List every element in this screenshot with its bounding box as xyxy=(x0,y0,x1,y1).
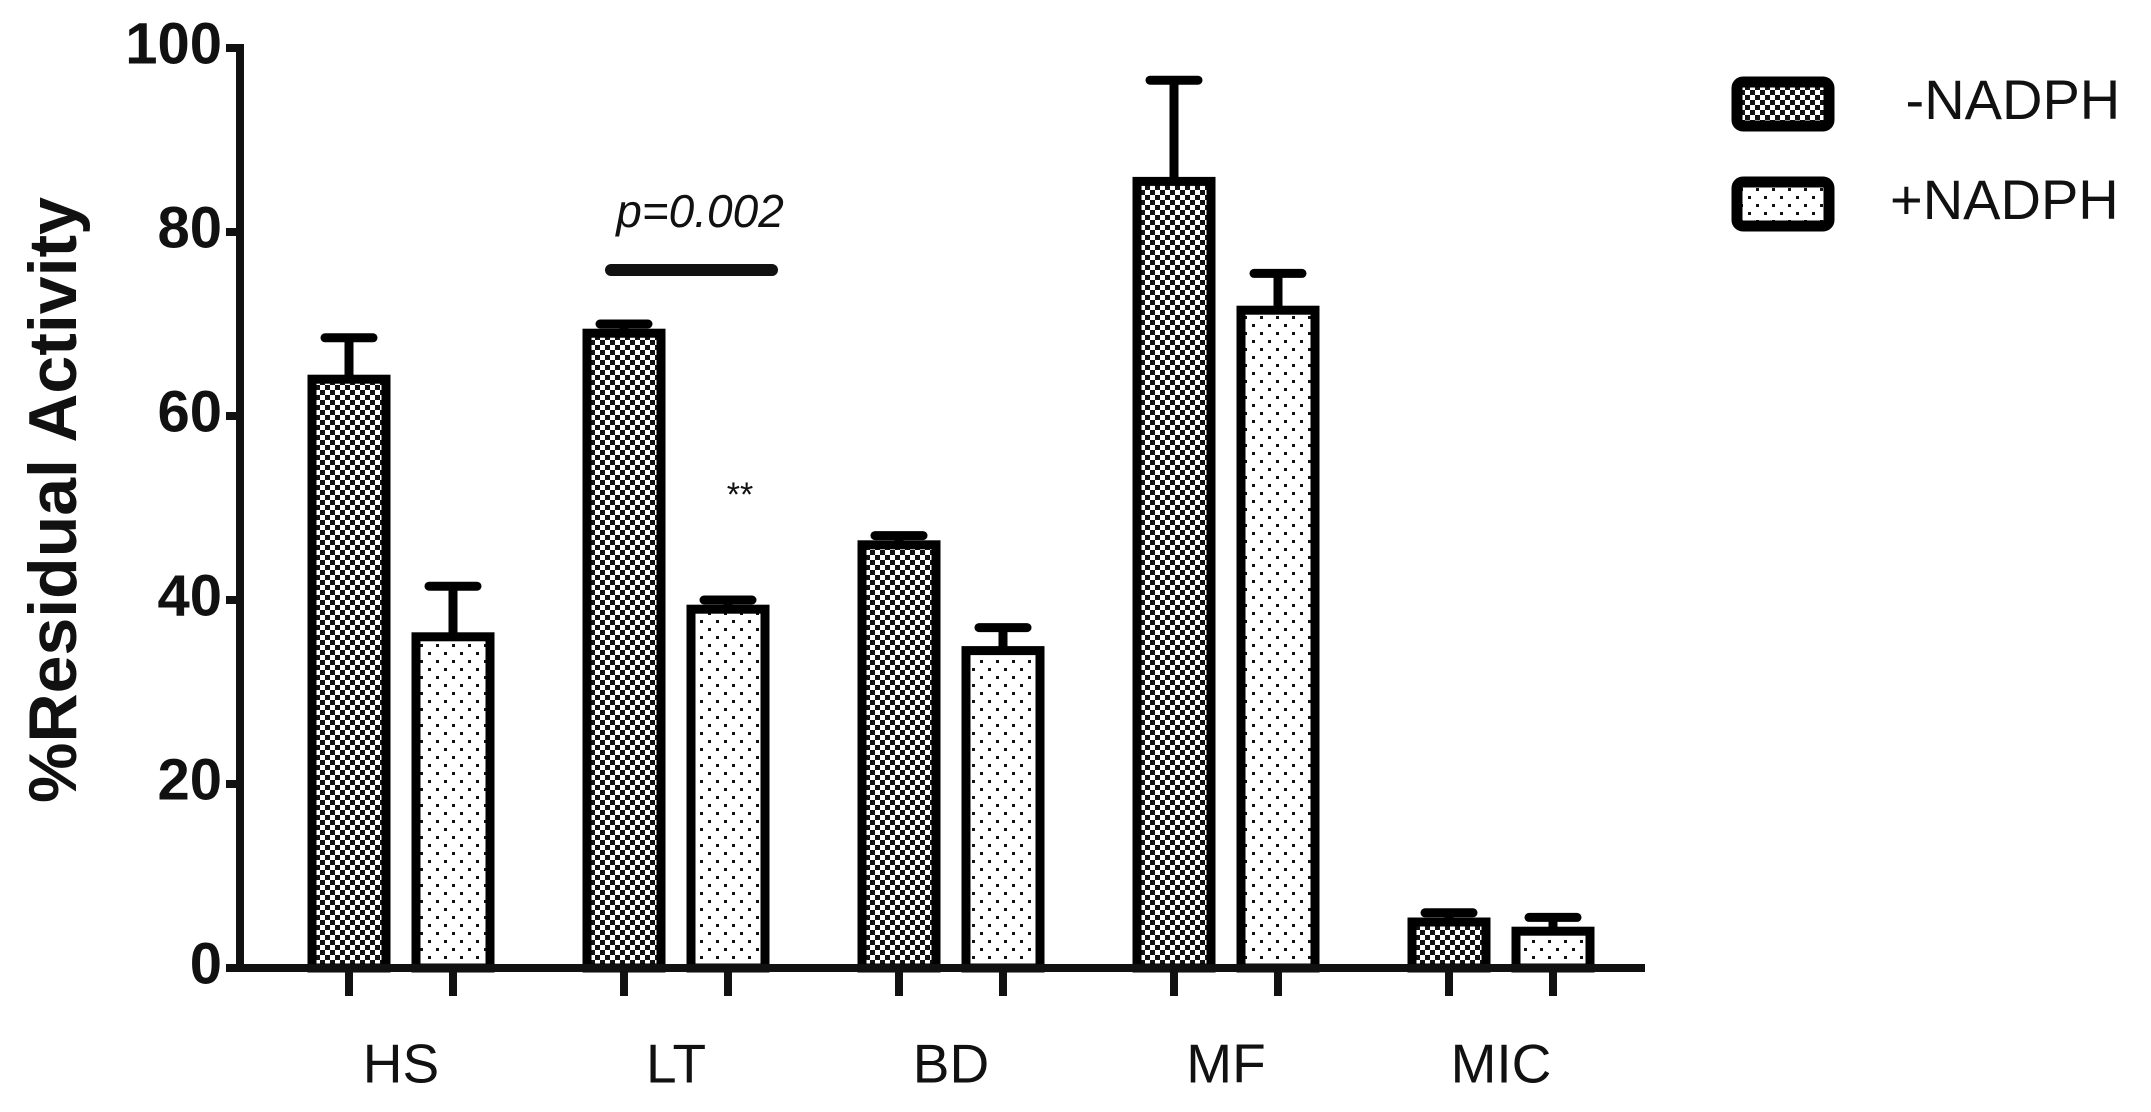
legend-label: -NADPH xyxy=(1890,68,2120,131)
y-tick-label: 40 xyxy=(157,563,222,628)
x-tick-label: BD xyxy=(913,1033,989,1095)
x-tick-label: MF xyxy=(1186,1033,1265,1095)
y-tick-label: 100 xyxy=(125,11,222,76)
y-tick-label: 80 xyxy=(157,195,222,260)
bar xyxy=(1511,926,1595,973)
y-tick-label: 0 xyxy=(190,931,222,996)
bar xyxy=(961,646,1045,973)
bar xyxy=(307,374,391,973)
bar xyxy=(686,604,770,973)
bar xyxy=(1236,305,1320,973)
legend-swatch xyxy=(1731,176,1835,232)
bar xyxy=(1132,176,1216,973)
bar xyxy=(411,632,495,973)
x-tick-label: MIC xyxy=(1451,1033,1552,1095)
legend-swatch xyxy=(1731,76,1835,132)
significance-stars: ** xyxy=(727,476,753,514)
y-axis-label: %Residual Activity xyxy=(15,197,91,803)
x-tick-label: HS xyxy=(363,1033,439,1095)
legend-label: +NADPH xyxy=(1890,168,2119,231)
y-tick-label: 60 xyxy=(157,379,222,444)
y-tick-label: 20 xyxy=(157,747,222,812)
bar xyxy=(857,540,941,973)
x-tick-label: LT xyxy=(646,1033,706,1095)
bar xyxy=(1407,917,1491,973)
bar xyxy=(582,328,666,973)
p-value: p=0.002 xyxy=(614,185,784,237)
